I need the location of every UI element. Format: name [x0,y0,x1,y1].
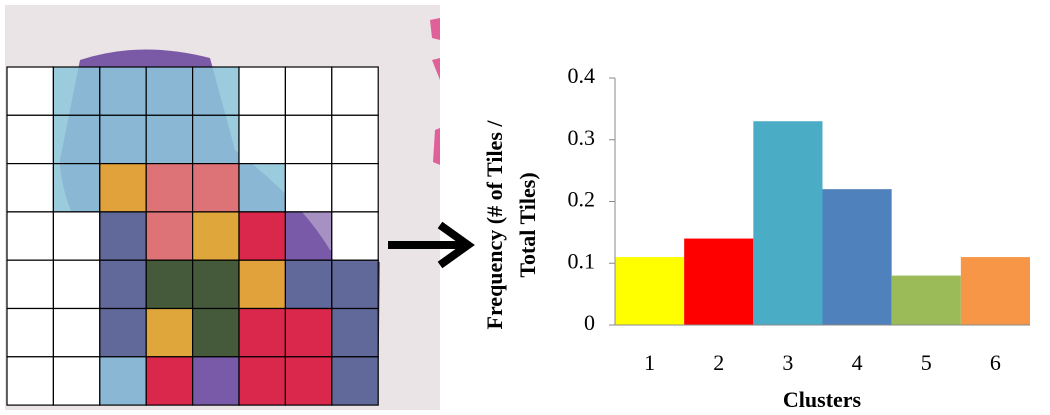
tile [238,114,287,165]
y-axis-label: Total Tiles) [515,172,540,277]
tile [192,211,240,261]
tile [6,356,55,406]
tile [6,211,55,261]
tissue-fragment [430,18,440,165]
tile [145,211,194,261]
tile [284,114,333,165]
tile [284,66,333,116]
tile [6,66,55,116]
tile [331,307,379,358]
tile [99,259,147,310]
tile [99,66,147,116]
tile [331,259,379,310]
tile-grid [6,66,379,406]
arrow [388,221,475,269]
chart: Frequency (# of Tiles / Total Tiles) Clu… [482,63,1030,412]
tile [284,356,333,406]
tile [6,307,55,358]
bar [960,257,1030,325]
tile [192,307,240,358]
tile [145,307,194,358]
tile [238,163,287,213]
tile [192,163,240,213]
x-tick-label: 1 [644,350,655,375]
bar [822,189,892,325]
y-tick-label: 0.2 [568,187,596,212]
tile [52,307,101,358]
tile [6,259,55,310]
tile [145,163,194,213]
tile [99,211,147,261]
tile [145,356,194,406]
tile [238,211,287,261]
x-tick-label: 2 [713,350,724,375]
tile [331,66,379,116]
y-axis-label: Frequency (# of Tiles / [482,120,507,330]
tile [284,211,333,261]
arrow-head [437,221,475,269]
tile [99,356,147,406]
tile [145,259,194,310]
y-tick-label: 0 [584,310,595,335]
tile [284,307,333,358]
tile [284,259,333,310]
tile [331,114,379,165]
x-tick-label: 5 [921,350,932,375]
tile [99,114,147,165]
tile [192,259,240,310]
bar [753,121,823,325]
tile [238,66,287,116]
tissue-image [5,5,440,410]
bar [891,275,961,325]
tile [192,114,240,165]
y-tick-label: 0.4 [568,63,596,88]
tile [52,163,101,213]
tile [52,211,101,261]
tile [192,356,240,406]
tile [331,211,379,261]
x-tick-label: 4 [852,350,863,375]
tile [238,259,287,310]
x-tick-label: 6 [990,350,1001,375]
tile [284,163,333,213]
tile [52,114,101,165]
x-tick-label: 3 [782,350,793,375]
tile [145,114,194,165]
tile [6,114,55,165]
tile [192,66,240,116]
tile [238,356,287,406]
tile [145,66,194,116]
tile [99,307,147,358]
bar [684,238,754,325]
x-axis-label: Clusters [783,387,862,412]
tile [99,163,147,213]
y-tick-label: 0.3 [568,125,596,150]
y-tick-label: 0.1 [568,248,596,273]
bar [615,257,685,325]
tile [331,163,379,213]
tile [238,307,287,358]
tile [6,163,55,213]
tile [52,356,101,406]
tile [52,66,101,116]
tile [331,356,379,406]
tile [52,259,101,310]
